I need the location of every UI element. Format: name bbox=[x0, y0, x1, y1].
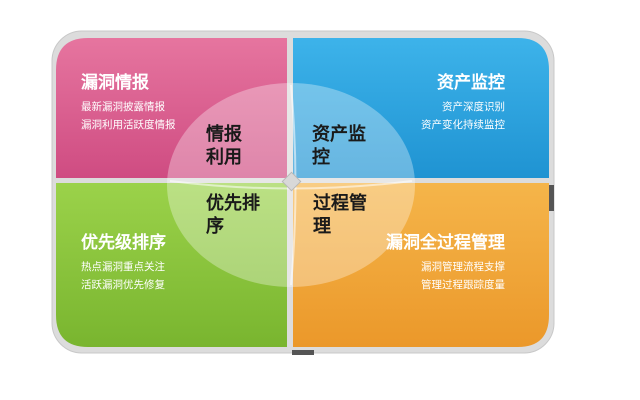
bottom-right-line-1: 漏洞管理流程支撑 bbox=[421, 260, 505, 273]
center-bottom-left-line-1: 优先排 bbox=[206, 192, 260, 214]
center-ellipse-right bbox=[291, 83, 415, 287]
bottom-right-line-2: 管理过程跟踪度量 bbox=[421, 278, 505, 291]
center-ellipse-left bbox=[167, 83, 291, 287]
center-bottom-right-line-1: 过程管 bbox=[313, 192, 367, 214]
center-top-left-line-1: 情报 bbox=[206, 123, 242, 145]
center-knot bbox=[281, 171, 302, 192]
quadrant-bottom-left bbox=[56, 183, 287, 347]
top-left-line-2: 漏洞利用活跃度情报 bbox=[81, 118, 176, 131]
quadrant-top-right bbox=[293, 38, 549, 178]
bottom-left-line-1: 热点漏洞重点关注 bbox=[81, 260, 165, 273]
bottom-right-title: 漏洞全过程管理 bbox=[386, 232, 505, 253]
center-top-left-line-2: 利用 bbox=[206, 146, 242, 168]
top-left-title: 漏洞情报 bbox=[81, 72, 149, 93]
bottom-left-title: 优先级排序 bbox=[81, 232, 166, 253]
top-left-line-1: 最新漏洞披露情报 bbox=[81, 100, 165, 113]
top-right-line-1: 资产深度识别 bbox=[442, 100, 505, 113]
top-right-title: 资产监控 bbox=[437, 72, 505, 93]
top-right-line-2: 资产变化持续监控 bbox=[421, 118, 505, 131]
frame-tab-bottom bbox=[292, 350, 314, 355]
frame-tab-right bbox=[548, 185, 554, 211]
center-bottom-right-line-2: 理 bbox=[313, 216, 331, 237]
quadrant-bottom-right bbox=[293, 183, 549, 347]
center-bottom-left-line-2: 序 bbox=[206, 215, 224, 237]
quadrant-top-left bbox=[56, 38, 287, 178]
center-top-right-line-2: 控 bbox=[312, 146, 330, 168]
center-top-right-line-1: 资产监 bbox=[312, 123, 366, 145]
bottom-left-line-2: 活跃漏洞优先修复 bbox=[81, 278, 165, 291]
